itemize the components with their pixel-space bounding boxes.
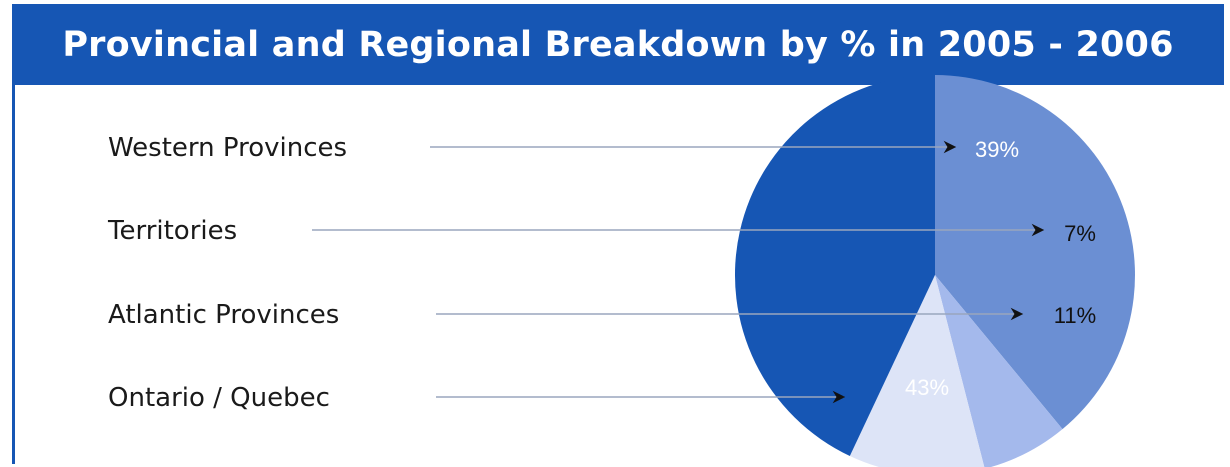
chart-header: Provincial and Regional Breakdown by % i… (12, 4, 1224, 85)
legend-label-atlantic-provinces: Atlantic Provinces (108, 300, 339, 330)
legend-label-ontario-quebec: Ontario / Quebec (108, 383, 330, 413)
legend: Western Provinces Territories Atlantic P… (107, 133, 347, 413)
value-label-western-provinces: 39% (975, 137, 1019, 162)
value-labels: 39% 7% 11% 43% (905, 137, 1096, 400)
pie-slices (734, 75, 1135, 467)
leader-lines (312, 140, 1045, 404)
left-border (12, 85, 15, 464)
legend-label-western-provinces: Western Provinces (108, 133, 347, 163)
legend-label-territories: Territories (107, 216, 237, 246)
value-label-territories: 7% (1064, 221, 1096, 246)
chart-title: Provincial and Regional Breakdown by % i… (62, 24, 1174, 65)
slice-ontario-quebec (734, 75, 935, 456)
value-label-atlantic-provinces: 11% (1054, 303, 1096, 328)
slice-territories (935, 275, 1063, 467)
slice-western-provinces (935, 75, 1135, 430)
value-label-ontario-quebec: 43% (905, 375, 949, 400)
slice-atlantic-provinces (849, 275, 985, 467)
